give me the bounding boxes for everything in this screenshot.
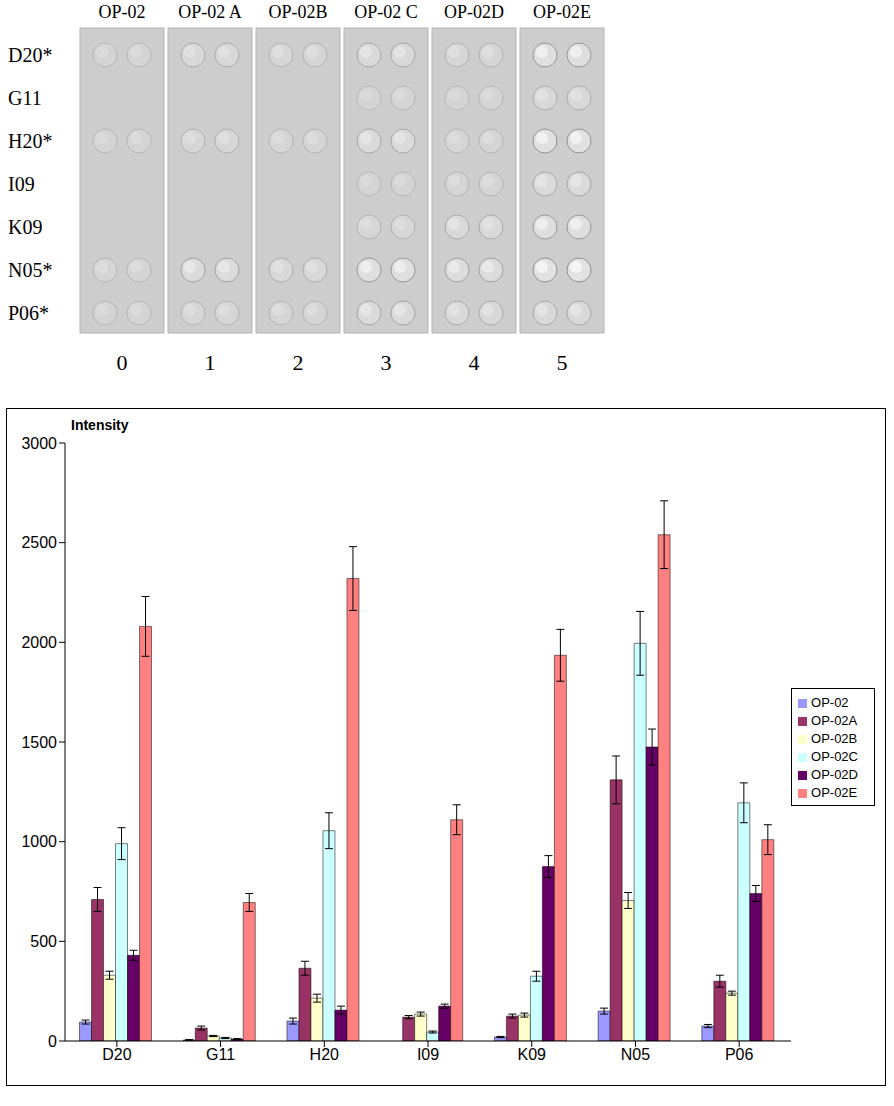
svg-text:0: 0	[48, 1033, 57, 1050]
svg-text:P06*: P06*	[8, 302, 49, 324]
html-text:OP-02: OP-02	[811, 695, 849, 710]
svg-text:500: 500	[30, 933, 57, 950]
svg-text:OP-02B: OP-02B	[268, 2, 327, 22]
svg-text:1: 1	[205, 350, 216, 375]
svg-text:G11: G11	[8, 87, 42, 109]
svg-text:K09: K09	[8, 216, 42, 238]
html-text:OP-02E: OP-02E	[811, 785, 858, 800]
svg-text:1500: 1500	[21, 734, 57, 751]
svg-text:OP-02 A: OP-02 A	[178, 2, 242, 22]
svg-text:H20: H20	[310, 1046, 339, 1063]
svg-text:OP-02E: OP-02E	[533, 2, 591, 22]
html-text:Intensity: Intensity	[71, 417, 129, 433]
svg-text:D20*: D20*	[8, 44, 52, 66]
svg-text:N05: N05	[621, 1046, 650, 1063]
svg-text:G11: G11	[206, 1046, 235, 1063]
svg-text:H20*: H20*	[8, 130, 52, 152]
svg-text:2000: 2000	[21, 634, 57, 651]
svg-text:4: 4	[469, 350, 480, 375]
html-text:OP-02B: OP-02B	[811, 731, 858, 746]
html-text:OP-02C: OP-02C	[811, 749, 858, 764]
svg-text:OP-02: OP-02	[98, 2, 145, 22]
svg-text:3: 3	[381, 350, 392, 375]
svg-text:N05*: N05*	[8, 259, 52, 281]
svg-text:D20: D20	[102, 1046, 131, 1063]
svg-text:K09: K09	[518, 1046, 547, 1063]
svg-text:OP-02D: OP-02D	[444, 2, 504, 22]
html-text:OP-02A: OP-02A	[811, 713, 858, 728]
svg-text:OP-02 C: OP-02 C	[354, 2, 418, 22]
svg-text:3000: 3000	[21, 435, 57, 452]
svg-text:5: 5	[557, 350, 568, 375]
html-text:OP-02D: OP-02D	[811, 767, 858, 782]
svg-text:P06: P06	[725, 1046, 754, 1063]
svg-text:2500: 2500	[21, 534, 57, 551]
svg-text:2: 2	[293, 350, 304, 375]
svg-text:0: 0	[117, 350, 128, 375]
svg-text:1000: 1000	[21, 833, 57, 850]
svg-text:I09: I09	[417, 1046, 439, 1063]
svg-text:I09: I09	[8, 173, 35, 195]
